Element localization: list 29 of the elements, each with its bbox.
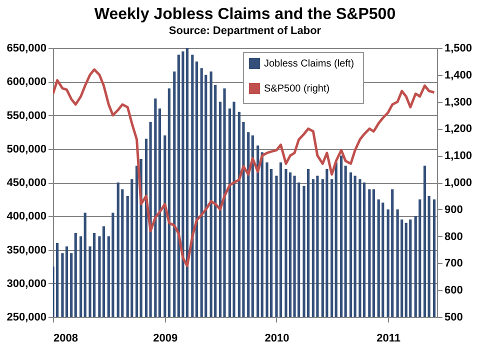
y-tick-label: 650,000 [6, 42, 46, 54]
y-tick-label: 350,000 [6, 244, 46, 256]
y2-tick-label: 500 [444, 312, 463, 324]
y2-tick-label: 1,000 [444, 177, 472, 189]
chart-title: Weekly Jobless Claims and the S&P500 [94, 6, 396, 23]
y2-tick-label: 700 [444, 258, 463, 270]
legend-label: S&P500 (right) [264, 84, 330, 94]
y2-tick-label: 1,500 [444, 42, 472, 54]
y2-tick-label: 1,100 [444, 150, 472, 162]
y-tick-label: 500,000 [6, 143, 46, 156]
x-tick-label: 2010 [264, 332, 290, 344]
legend-label: Jobless Claims (left) [264, 58, 354, 70]
chart-subtitle: Source: Department of Labor [168, 25, 322, 37]
y2-tick-label: 1,300 [444, 96, 472, 108]
y2-tick-label: 800 [444, 230, 463, 243]
x-tick-label: 2008 [54, 332, 78, 344]
y2-tick-label: 1,200 [444, 123, 472, 136]
y-tick-label: 550,000 [6, 110, 46, 122]
y2-tick-label: 600 [444, 284, 463, 297]
x-tick-label: 2011 [376, 332, 401, 344]
line-series [53, 68, 436, 268]
y-tick-label: 300,000 [6, 278, 46, 290]
y2-tick-label: 1,400 [444, 69, 472, 82]
y-tick-label: 400,000 [6, 210, 46, 223]
y-tick-label: 450,000 [6, 177, 46, 189]
y-tick-label: 600,000 [6, 76, 46, 88]
y-tick-label: 250,000 [6, 312, 46, 324]
x-tick-label: 2009 [153, 332, 178, 344]
y2-tick-label: 900 [444, 204, 463, 216]
